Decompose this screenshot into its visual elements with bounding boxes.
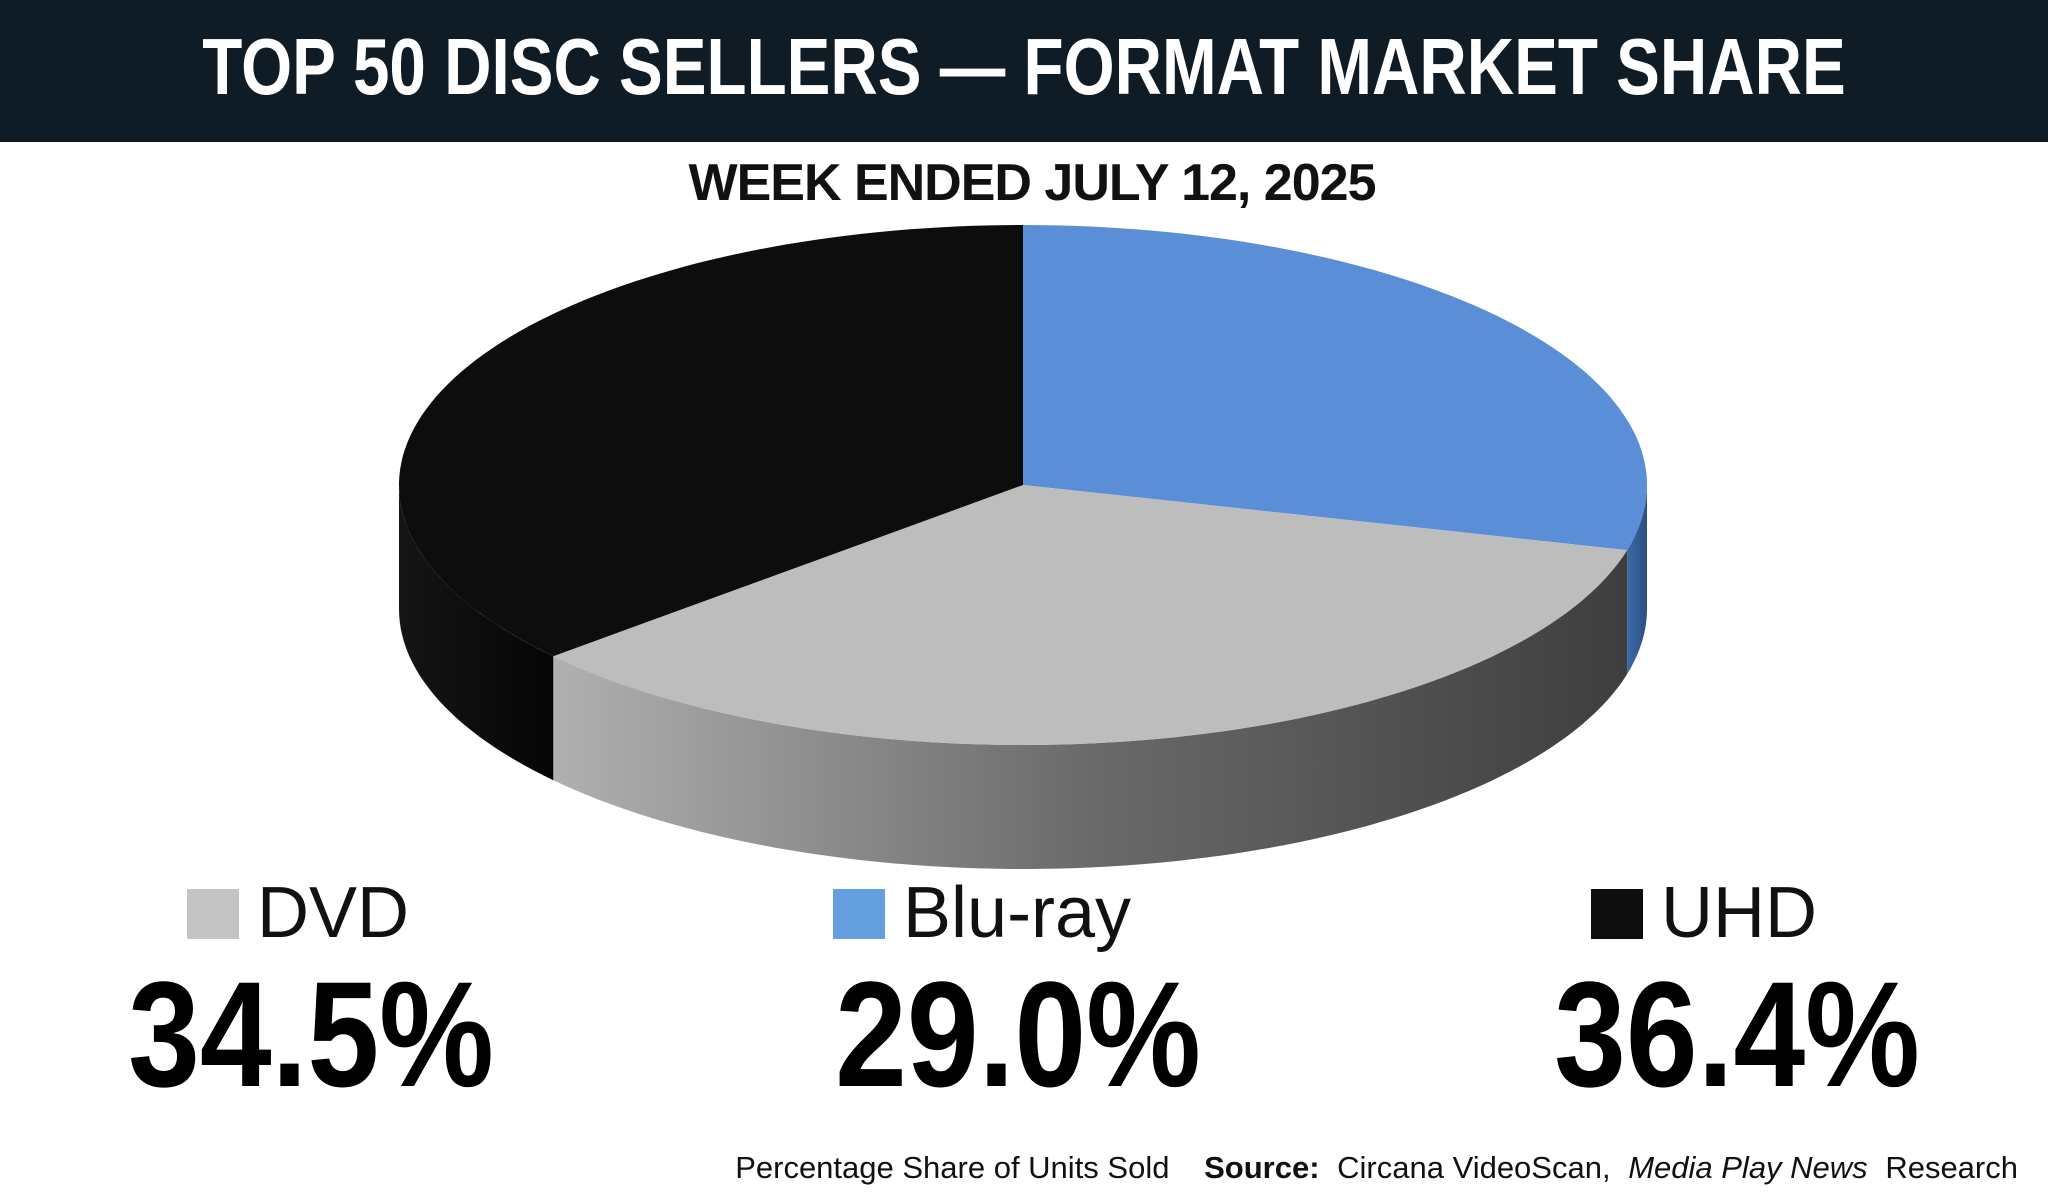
legend-swatch xyxy=(1591,889,1643,939)
source-label: Source: xyxy=(1204,1150,1319,1185)
footnote: Percentage Share of Units Sold xyxy=(735,1150,1169,1185)
pie-slice-side xyxy=(553,550,1628,869)
footer: Percentage Share of Units Sold Source: C… xyxy=(735,1150,2018,1185)
pie-slice xyxy=(1023,225,1647,551)
legend-label: UHD xyxy=(1661,873,1817,953)
pie-slice xyxy=(553,485,1628,745)
chart-title: TOP 50 DISC SELLERS — FORMAT MARKET SHAR… xyxy=(202,22,1845,112)
legend-swatch xyxy=(187,889,239,939)
legend-label: Blu-ray xyxy=(903,873,1131,953)
legend-label: DVD xyxy=(257,873,409,953)
legend-swatch xyxy=(833,889,885,939)
pie-slice-side xyxy=(399,485,554,781)
source: Circana VideoScan, xyxy=(1337,1150,1610,1185)
value-label: 34.5% xyxy=(128,950,494,1118)
source-suffix: Research xyxy=(1885,1150,2018,1185)
source-publication: Media Play News xyxy=(1628,1150,1867,1185)
chart-subtitle: WEEK ENDED JULY 12, 2025 xyxy=(689,154,1376,212)
title-bar xyxy=(0,0,2048,142)
value-label: 29.0% xyxy=(835,950,1201,1118)
value-label: 36.4% xyxy=(1554,950,1920,1118)
pie-slice-side xyxy=(1627,485,1647,675)
pie-slice xyxy=(399,225,1023,657)
pie xyxy=(399,225,1647,869)
